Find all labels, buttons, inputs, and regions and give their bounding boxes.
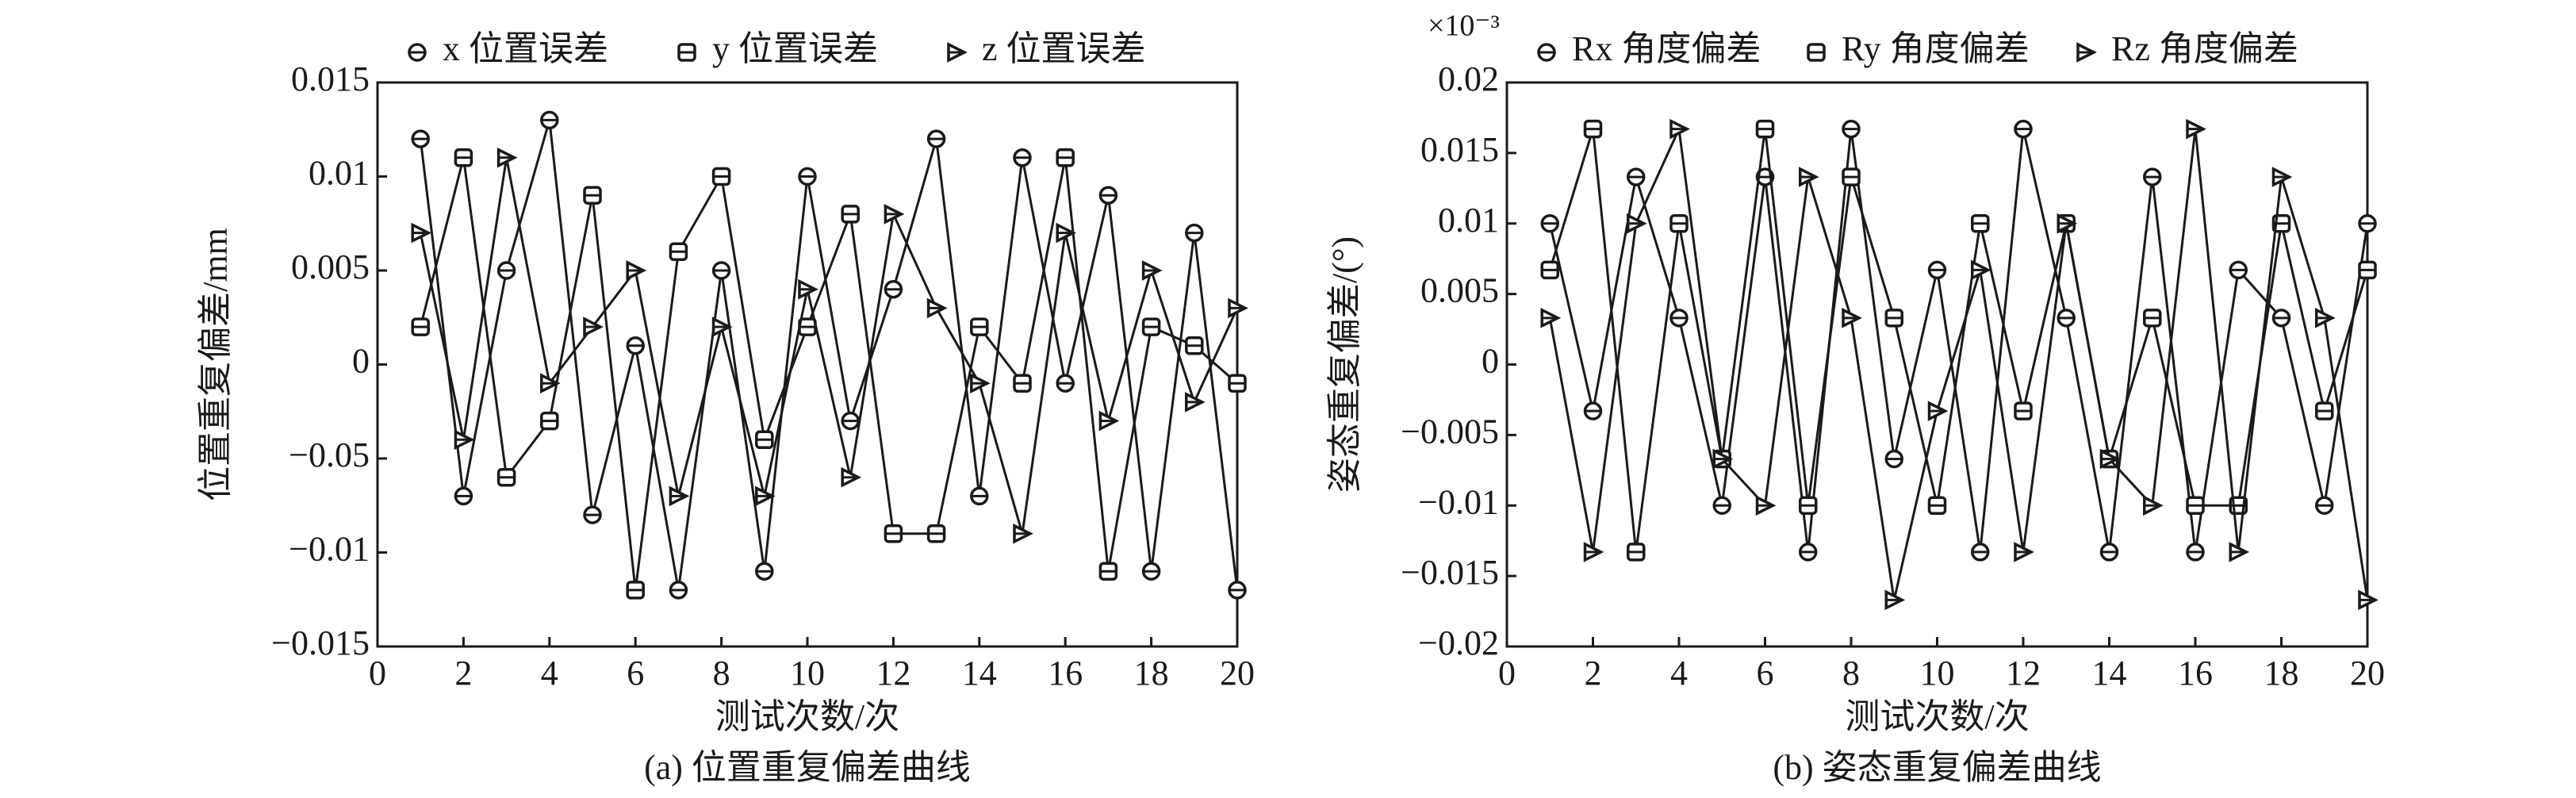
- x-tick-label: 8: [713, 654, 730, 692]
- x-axis-label: 测试次数/次: [1845, 697, 2029, 736]
- y-tick-label: −0.01: [1418, 482, 1499, 521]
- series-line: [419, 119, 1239, 591]
- y-tick-label: 0.005: [1420, 271, 1499, 310]
- x-tick-label: 20: [1220, 654, 1255, 692]
- y-tick-label: 0.01: [309, 154, 370, 193]
- y-tick-label: 0.015: [1420, 130, 1499, 169]
- legend-item: Rz 角度偏差: [2076, 29, 2298, 68]
- legend-label: x 位置误差: [443, 29, 608, 68]
- legend-item: Rx 角度偏差: [1537, 29, 1761, 68]
- series: [1540, 118, 2379, 611]
- legend-item: z 位置误差: [947, 29, 1146, 68]
- x-tick-label: 4: [541, 654, 558, 692]
- x-tick-label: 0: [369, 654, 386, 692]
- x-tick-label: 6: [627, 654, 644, 692]
- series: [1540, 119, 2377, 562]
- series-line: [419, 157, 1238, 591]
- series-line: [1548, 125, 2369, 600]
- x-tick-label: 16: [2178, 654, 2213, 692]
- series-line: [419, 157, 1239, 535]
- legend-label: Rz 角度偏差: [2111, 29, 2298, 68]
- x-tick-label: 0: [1498, 654, 1516, 692]
- caption: (a) 位置重复偏差曲线: [644, 748, 971, 787]
- y-axis-label: 姿态重复偏差/(°): [1325, 236, 1364, 493]
- x-tick-label: 12: [876, 654, 910, 692]
- y-tick-label: 0.015: [291, 59, 370, 98]
- y-axis-label: 位置重复偏差/mm: [196, 228, 235, 501]
- y-tick-label: 0.02: [1438, 59, 1499, 98]
- y-tick-label: 0: [352, 342, 370, 381]
- y-tick-label: −0.005: [1401, 412, 1499, 451]
- x-tick-label: 6: [1757, 654, 1774, 692]
- x-tick-label: 14: [962, 654, 997, 692]
- x-tick-label: 10: [790, 654, 825, 692]
- x-tick-label: 10: [1920, 654, 1955, 692]
- x-tick-label: 4: [1670, 654, 1688, 692]
- x-tick-label: 16: [1048, 654, 1083, 692]
- x-tick-label: 18: [1134, 654, 1169, 692]
- x-axis-label: 测试次数/次: [715, 697, 899, 736]
- legend-item: Ry 角度偏差: [1807, 29, 2030, 68]
- x-tick-label: 2: [1585, 654, 1602, 692]
- x-tick-label: 12: [2006, 654, 2041, 692]
- legend-item: x 位置误差: [408, 29, 608, 68]
- series: [411, 110, 1247, 600]
- series: [411, 148, 1247, 600]
- series-line: [1548, 129, 2369, 553]
- axis-multiplier: ×10⁻³: [1428, 10, 1500, 43]
- legend-item: y 位置误差: [677, 29, 878, 68]
- legend-label: y 位置误差: [712, 29, 878, 68]
- legend-label: Rx 角度偏差: [1572, 29, 1761, 68]
- legend-label: z 位置误差: [982, 29, 1146, 68]
- legend-label: Ry 角度偏差: [1842, 29, 2030, 68]
- series: [1540, 119, 2377, 562]
- x-tick-label: 18: [2264, 654, 2299, 692]
- series: [411, 147, 1248, 544]
- x-tick-label: 14: [2092, 654, 2127, 692]
- y-tick-label: 0: [1482, 342, 1499, 381]
- y-tick-label: −0.05: [289, 435, 370, 474]
- y-tick-label: 0.005: [291, 247, 370, 286]
- x-tick-label: 2: [454, 654, 472, 692]
- plot-frame: [1505, 81, 2369, 648]
- y-tick-label: −0.015: [271, 623, 370, 662]
- x-tick-label: 8: [1842, 654, 1860, 692]
- caption: (b) 姿态重复偏差曲线: [1773, 748, 2101, 787]
- x-tick-label: 20: [2350, 654, 2385, 692]
- y-tick-label: −0.015: [1401, 553, 1499, 592]
- y-tick-label: −0.02: [1418, 623, 1499, 662]
- y-tick-label: −0.01: [289, 530, 370, 569]
- y-tick-label: 0.01: [1438, 201, 1499, 240]
